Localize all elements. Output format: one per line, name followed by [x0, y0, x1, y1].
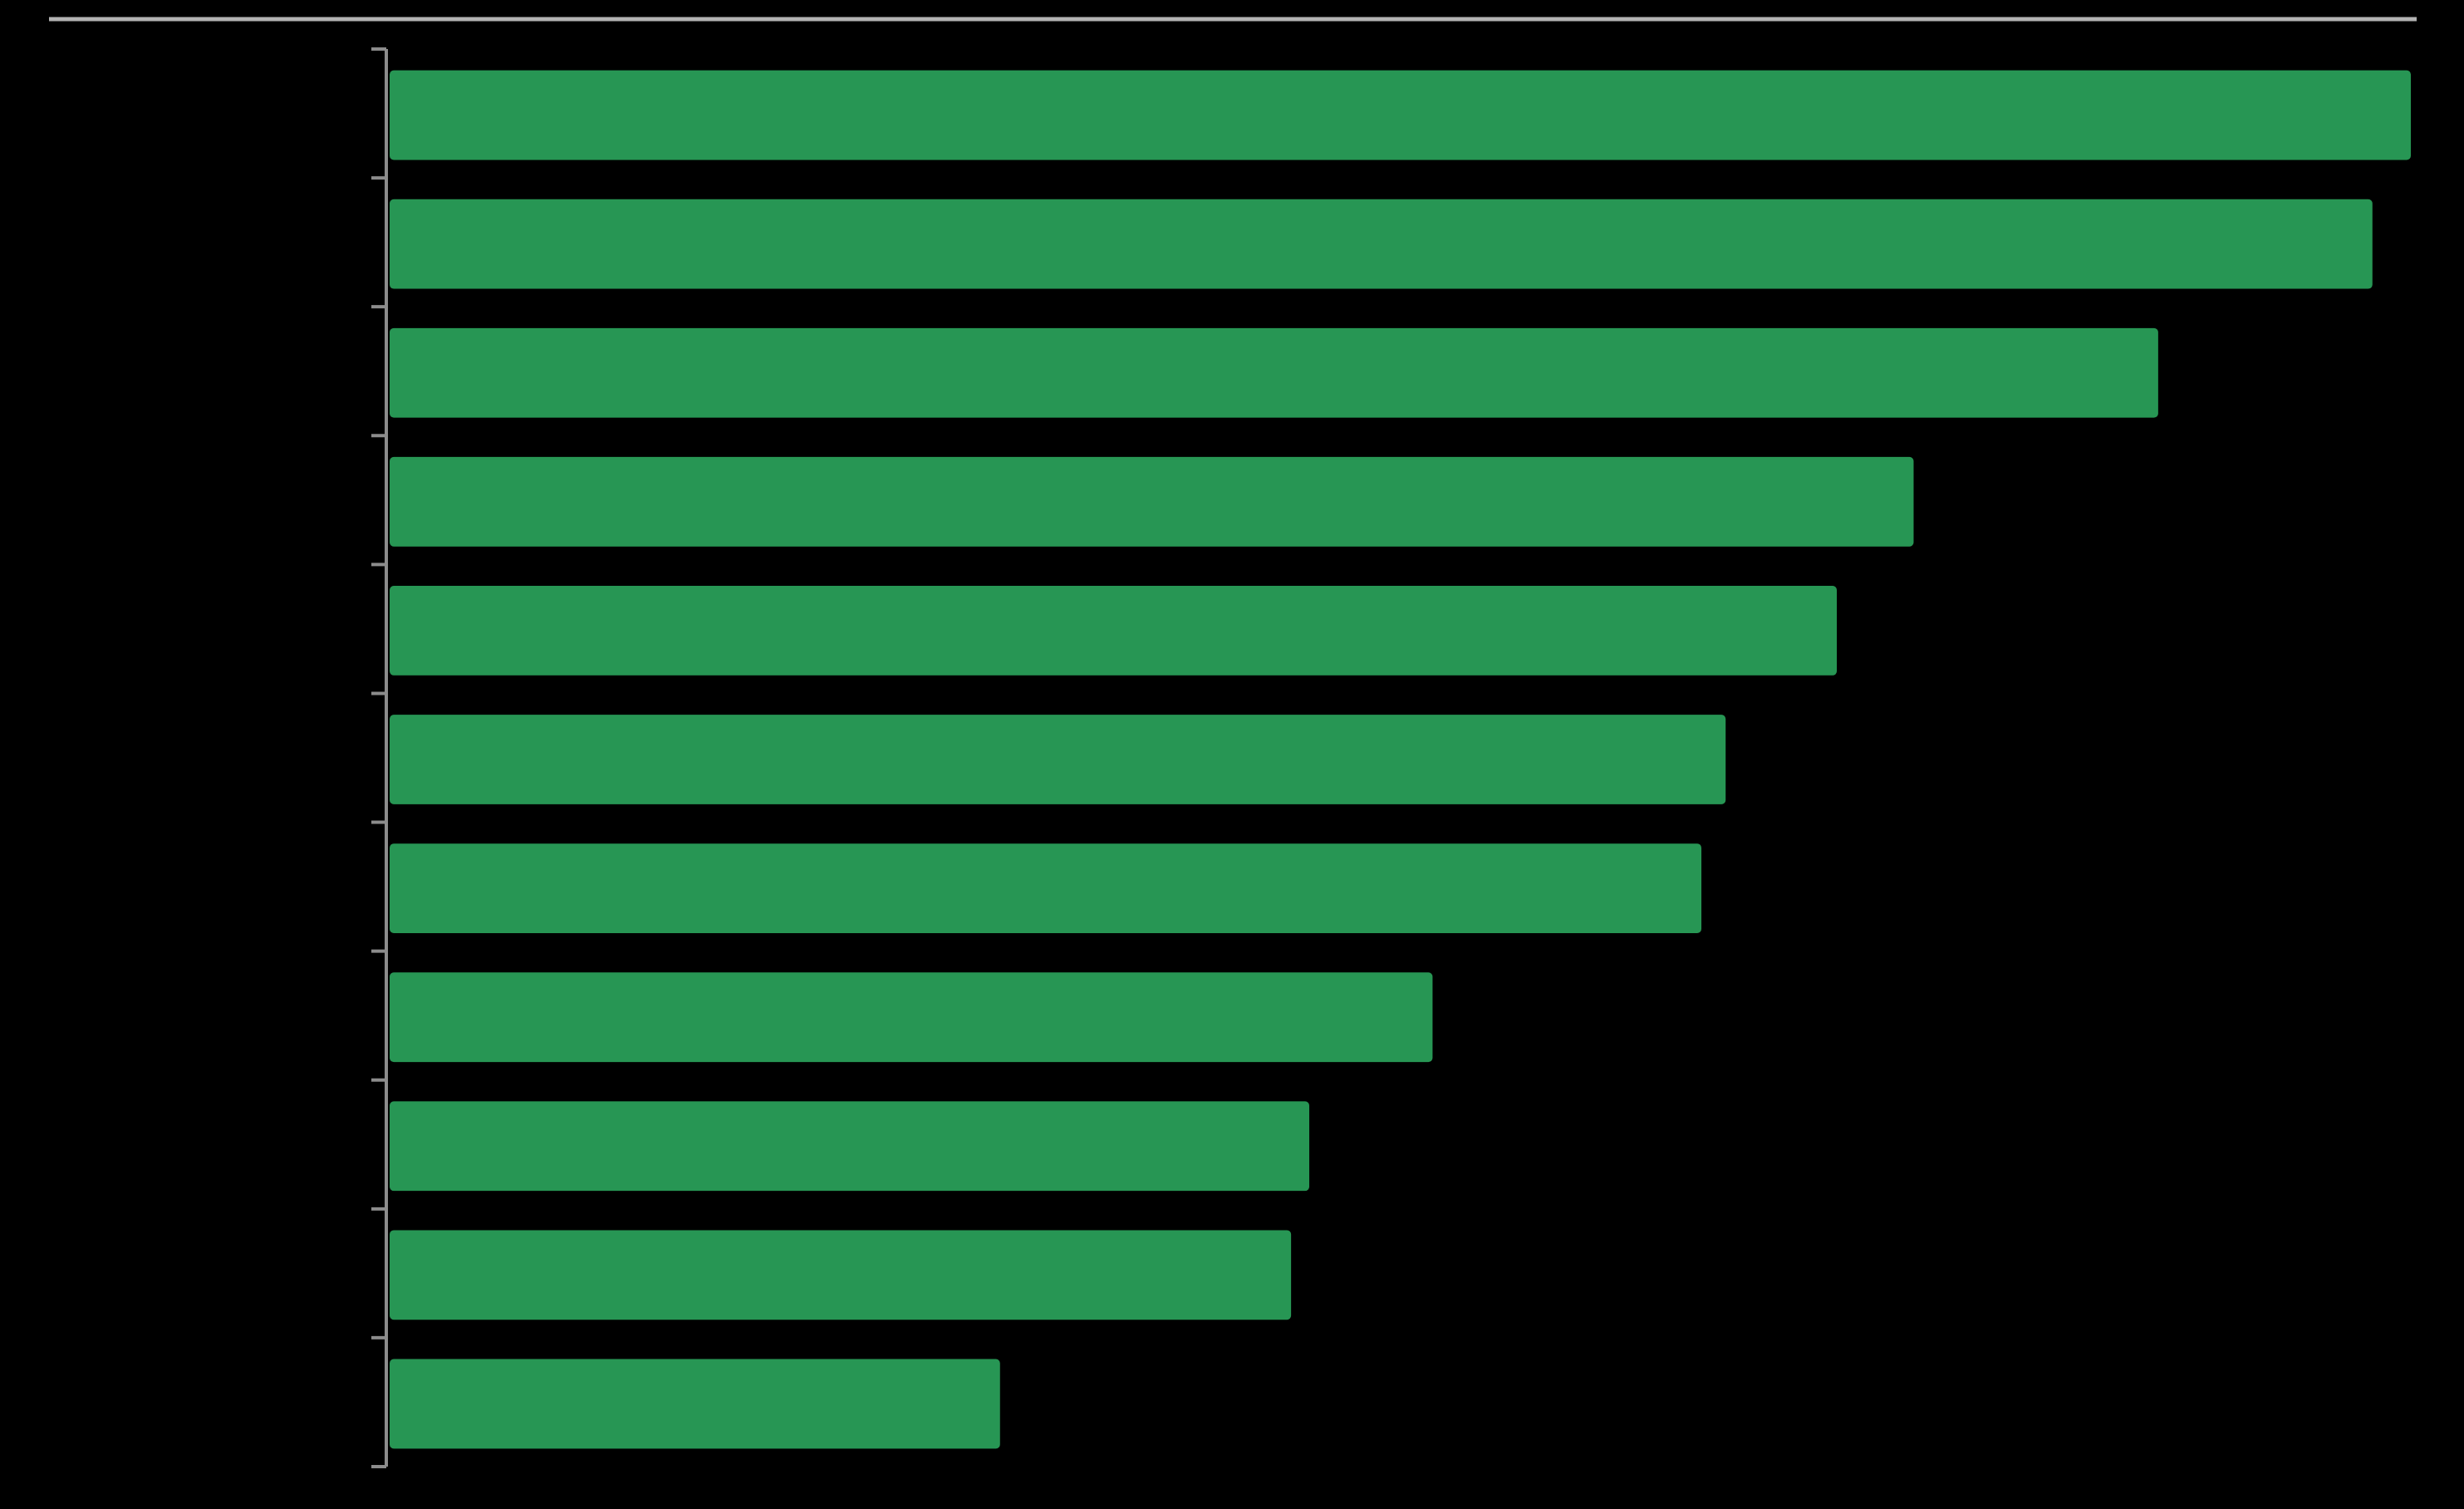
bar [390, 843, 1702, 933]
bar [390, 327, 2158, 418]
bar [390, 1359, 1000, 1449]
bar [390, 972, 1433, 1063]
bar [390, 199, 2373, 289]
bar [390, 456, 1914, 547]
bar [390, 586, 1838, 676]
bar [390, 1101, 1310, 1192]
bar [390, 1230, 1292, 1320]
bar [390, 715, 1726, 804]
bar [390, 70, 2411, 160]
